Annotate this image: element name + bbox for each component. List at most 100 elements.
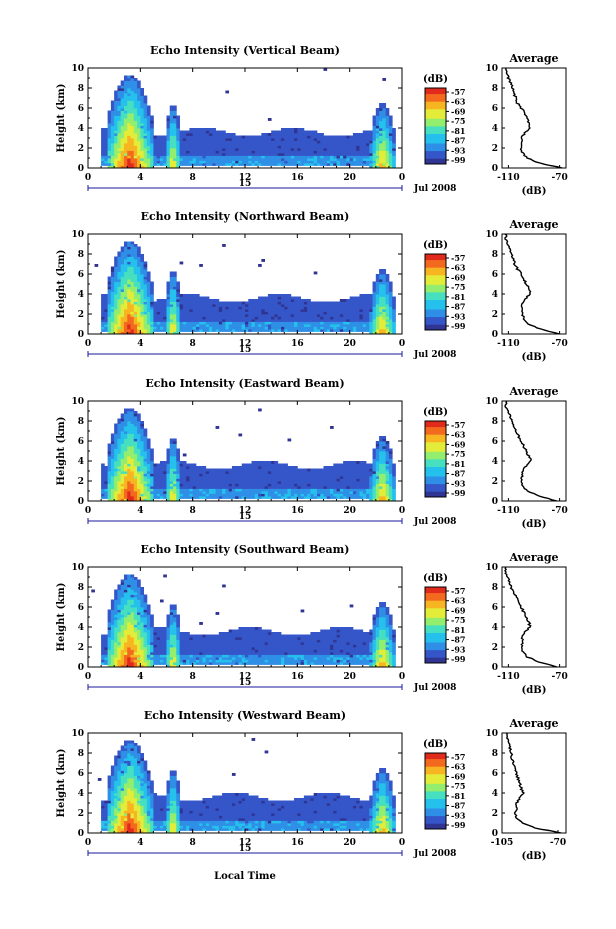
heatmap-cell — [241, 321, 246, 325]
heatmap-cell — [123, 160, 128, 164]
heatmap-cell — [199, 483, 203, 487]
heatmap-cell — [277, 314, 282, 317]
heatmap-cell — [287, 145, 292, 149]
heatmap-cell — [137, 466, 141, 469]
heatmap-cell — [117, 448, 122, 452]
heatmap-cell — [336, 496, 341, 499]
heatmap-cell — [169, 448, 174, 452]
heatmap-cell — [238, 324, 243, 327]
heatmap-cell — [127, 98, 131, 101]
heatmap-cell — [241, 311, 246, 315]
heatmap-cell — [205, 140, 210, 144]
heatmap-cell — [343, 329, 347, 332]
heatmap-cell — [202, 491, 207, 494]
heatmap-cell — [133, 431, 138, 434]
heatmap-cell — [274, 496, 279, 499]
heatmap-cell — [238, 150, 243, 154]
heatmap-cell — [336, 488, 341, 492]
heatmap-cell — [333, 309, 337, 312]
heatmap-cell — [212, 306, 216, 310]
heatmap-cell — [146, 133, 151, 136]
heatmap-cell — [215, 491, 220, 494]
heatmap-cell — [277, 296, 282, 300]
heatmap-cell — [130, 160, 135, 164]
heatmap-cell — [248, 160, 252, 164]
heatmap-cell — [104, 319, 109, 322]
heatmap-cell — [375, 448, 380, 452]
heatmap-cell — [320, 163, 324, 166]
heatmap-cell — [143, 276, 148, 280]
heatmap-cell — [195, 304, 200, 307]
heatmap-cell — [388, 289, 393, 292]
heatmap-cell — [169, 441, 174, 444]
heatmap-cell — [320, 496, 324, 499]
heatmap-cell — [287, 301, 292, 305]
heatmap-cells — [101, 68, 396, 169]
heatmap-cell — [245, 135, 249, 139]
heatmap-cell — [179, 461, 184, 464]
heatmap-cell — [202, 130, 207, 134]
heatmap-cell — [114, 155, 118, 159]
heatmap-cell — [392, 143, 396, 146]
heatmap-cell — [140, 88, 144, 91]
heatmap-cell — [297, 324, 301, 327]
heatmap-cell — [143, 468, 148, 472]
beam-panel-2: Echo Intensity (Eastward Beam)0246810Hei… — [56, 377, 568, 530]
heatmap-cell — [310, 153, 315, 156]
heatmap-cell — [352, 301, 357, 305]
colorbar: (dB)-57-63-69-75-81-87-93-99 — [423, 240, 466, 331]
heatmap-cell — [150, 281, 154, 285]
heatmap-cell — [366, 491, 370, 494]
heatmap-cell — [179, 468, 184, 472]
colorbar-swatch — [425, 95, 446, 98]
heatmap-cell — [150, 125, 154, 129]
heatmap-cell — [117, 321, 122, 325]
heatmap-cell — [169, 150, 174, 154]
heatmap-cell — [212, 476, 216, 479]
heatmap-cell — [300, 140, 305, 144]
heatmap-cell — [330, 493, 334, 497]
heatmap-cell — [189, 488, 194, 492]
heatmap-cell — [104, 153, 109, 156]
heatmap-cell — [248, 138, 252, 141]
heatmap-cell — [297, 143, 301, 146]
heatmap-cell — [114, 274, 118, 277]
heatmap-cell — [186, 476, 190, 479]
heatmap-cell — [310, 140, 315, 144]
heatmap-cell — [150, 299, 154, 302]
heatmap-cell — [326, 324, 331, 327]
heatmap-cell — [101, 316, 105, 320]
heatmap-cell — [356, 150, 360, 154]
heatmap-cell — [343, 145, 347, 149]
heatmap-cell — [169, 120, 174, 124]
heatmap-cell — [107, 453, 112, 457]
heatmap-cell — [173, 316, 177, 320]
heatmap-cell — [261, 160, 266, 164]
heatmap-cell — [120, 120, 125, 124]
heatmap-cell — [166, 158, 171, 161]
heatmap-cell — [320, 491, 324, 494]
heatmap-cell — [290, 471, 295, 474]
heatmap-cell — [110, 324, 115, 327]
heatmap-cell — [123, 301, 128, 305]
heatmap-cell — [159, 299, 164, 302]
heatmap-cell — [107, 289, 112, 292]
heatmap-cell — [150, 155, 154, 159]
heatmap-cell — [195, 466, 200, 469]
heatmap-cell — [150, 138, 154, 141]
heatmap-cell — [303, 299, 308, 302]
heatmap-cell — [159, 488, 164, 492]
heatmap-cell — [267, 473, 272, 477]
heatmap-cell — [176, 115, 180, 119]
heatmap-cell — [179, 483, 184, 487]
heatmap-cell — [248, 145, 252, 149]
heatmap-cell — [316, 138, 321, 141]
heatmap-cell — [290, 163, 295, 166]
heatmap-cell — [140, 259, 144, 262]
heatmap-cell — [274, 140, 279, 144]
heatmap-cell — [192, 306, 197, 310]
heatmap-cell — [179, 140, 184, 144]
heatmap-cell — [123, 299, 128, 302]
heatmap-cell — [218, 153, 223, 156]
heatmap-cell — [153, 491, 158, 494]
